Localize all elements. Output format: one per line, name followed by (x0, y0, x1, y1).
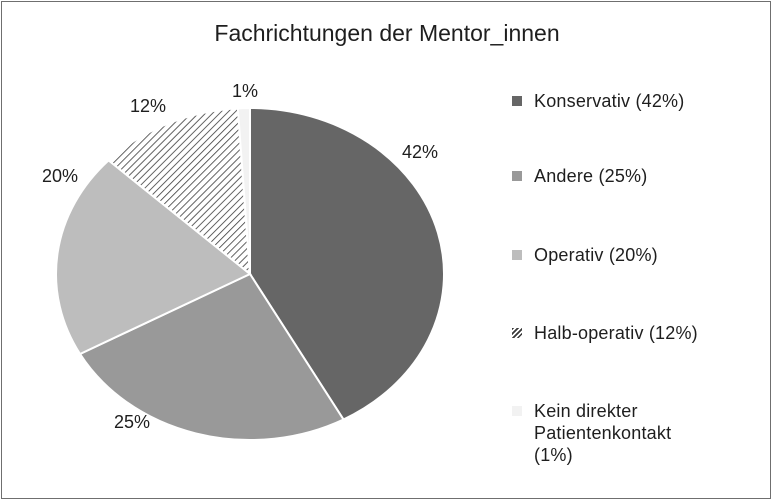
legend-label-line: Konservativ (42%) (534, 91, 685, 111)
pie-slice (249, 106, 445, 421)
slice-data-label: 12% (130, 96, 166, 116)
legend-label-line: Andere (25%) (534, 166, 648, 186)
legend-swatch (512, 328, 522, 338)
legend-label: Kein direkter Patientenkontakt (1%) (534, 400, 759, 466)
pie-slice (236, 106, 251, 275)
legend-swatch (512, 96, 522, 106)
legend-label: Halb-operativ (12%) (534, 322, 759, 344)
legend-label: Konservativ (42%) (534, 90, 759, 112)
legend-label-line: Halb-operativ (12%) (534, 323, 698, 343)
chart-title: Fachrichtungen der Mentor_innen (214, 20, 559, 46)
legend-swatch (512, 406, 522, 416)
legend-label-line: Patientenkontakt (534, 423, 672, 443)
slice-data-label: 20% (42, 166, 78, 186)
legend-label: Andere (25%) (534, 165, 759, 187)
slice-data-label: 25% (114, 412, 150, 432)
legend-label: Operativ (20%) (534, 244, 759, 266)
slice-data-label: 1% (232, 81, 258, 101)
legend-label-line: Operativ (20%) (534, 245, 658, 265)
legend-swatch (512, 250, 522, 260)
slice-data-label: 42% (402, 142, 438, 162)
legend-swatch (512, 171, 522, 181)
pie-slice (78, 272, 345, 441)
legend-label-line: (1%) (534, 445, 573, 465)
legend-label-line: Kein direkter (534, 401, 638, 421)
pie-slice (107, 107, 252, 277)
pie-slice (55, 159, 252, 356)
